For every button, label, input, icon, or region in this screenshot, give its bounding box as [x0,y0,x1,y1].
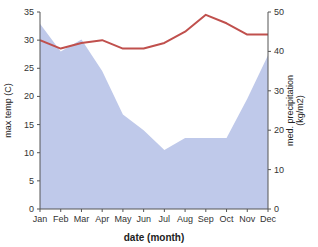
x-tick [122,209,123,212]
y-tick-label: 10 [24,148,34,158]
chart: JanFebMarAprMayJunJulAugSepOctNovDec0510… [0,0,318,247]
x-tick [60,209,61,212]
x-tick-label: Jan [33,214,48,224]
x-tick-label: Dec [260,214,277,224]
x-axis [40,209,268,210]
y-tick [37,12,40,13]
x-tick-label: Feb [53,214,69,224]
y-tick [37,124,40,125]
y2-axis-label-line: (kg/m2) [295,95,305,126]
y2-axis-label: med. precipitation(kg/m2) [285,75,305,146]
y2-tick [268,130,271,131]
y2-tick-label: 30 [274,86,284,96]
y2-tick [268,169,271,170]
x-tick-label: Oct [220,214,235,224]
y2-tick-label: 0 [274,204,279,214]
y-tick [37,180,40,181]
y2-tick [268,51,271,52]
x-tick-label: Mar [74,214,90,224]
x-tick [226,209,227,212]
x-tick [205,209,206,212]
x-tick [185,209,186,212]
x-tick-label: Sep [198,214,214,224]
y2-axis [268,12,269,209]
plot-area [40,15,268,209]
y2-tick [268,90,271,91]
x-axis-label: date (month) [124,232,185,243]
y-tick-label: 5 [29,176,34,186]
y-tick-label: 15 [24,120,34,130]
y-axis-label: max temp (C) [3,83,13,138]
y-tick-label: 25 [24,63,34,73]
x-tick-label: Apr [95,214,109,224]
y-tick-label: 30 [24,35,34,45]
y2-tick-label: 50 [274,7,284,17]
y2-tick [268,12,271,13]
y2-tick-label: 40 [274,46,284,56]
y-axis [40,12,41,209]
y-tick-label: 35 [24,7,34,17]
x-tick [102,209,103,212]
x-tick [81,209,82,212]
x-tick-label: May [114,214,132,224]
x-tick-label: Jul [159,214,171,224]
x-tick [247,209,248,212]
y2-tick-label: 20 [274,125,284,135]
y2-axis-label-line: med. precipitation [285,75,295,146]
y-tick-label: 0 [29,204,34,214]
y-tick [37,209,40,210]
y-tick [37,152,40,153]
y-tick [37,96,40,97]
x-tick [143,209,144,212]
temperature-line [40,15,268,49]
x-tick-label: Aug [177,214,193,224]
y2-tick [268,209,271,210]
x-tick-label: Jun [136,214,151,224]
y-tick [37,68,40,69]
precipitation-area [40,24,268,209]
y-tick-label: 20 [24,91,34,101]
x-tick-label: Nov [239,214,256,224]
y2-tick-label: 10 [274,165,284,175]
x-tick [164,209,165,212]
y-tick [37,40,40,41]
